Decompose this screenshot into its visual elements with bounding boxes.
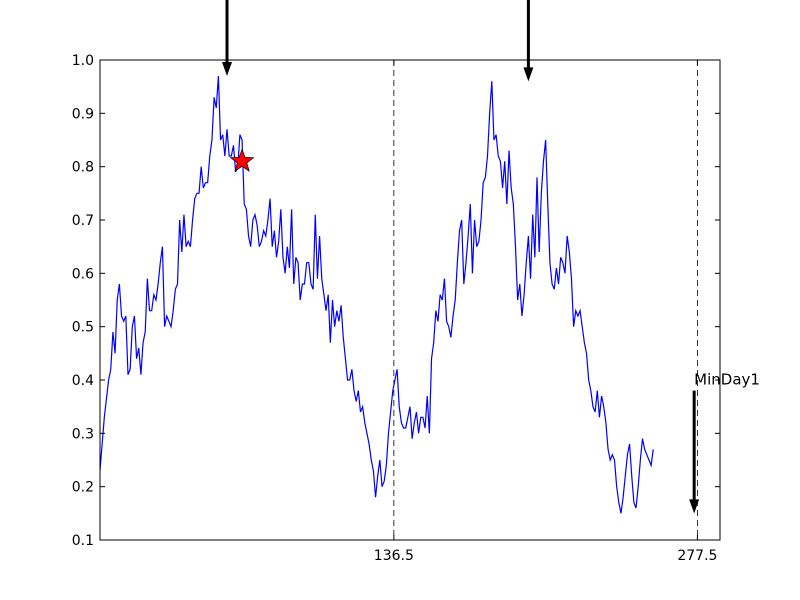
y-tick-label-8: 0.9 [72,106,94,122]
y-tick-label-2: 0.3 [72,426,94,442]
series-line [100,75,654,514]
y-tick-label-1: 0.2 [72,480,94,496]
vertical-dashed-lines [393,60,698,540]
star-marker [229,148,255,172]
y-tick-label-4: 0.5 [72,320,94,336]
peak-arrow-1 [523,0,534,82]
y-tick-label-7: 0.8 [72,160,94,176]
y-tick-label-6: 0.7 [72,213,94,229]
y-tick-label-5: 0.6 [72,266,94,282]
min-arrow [689,390,700,514]
peak-arrow-0 [222,0,233,76]
y-tick-label-0: 0.1 [72,533,94,549]
y-tick-label-9: 1.0 [72,53,94,69]
y-axis: 0.1 0.2 0.3 0.4 0.5 0.6 0.7 0.8 0.9 1.0 [72,53,720,549]
min-annotation-label: MinDay1 [694,371,760,389]
plot-area-frame [99,59,721,541]
y-tick-label-3: 0.4 [72,373,94,389]
annotations: MinDay1 [222,0,760,514]
x-axis: 136.5 277.5 [374,60,717,564]
x-tick-label-1: 277.5 [677,548,717,564]
x-tick-label-0: 136.5 [374,548,414,564]
